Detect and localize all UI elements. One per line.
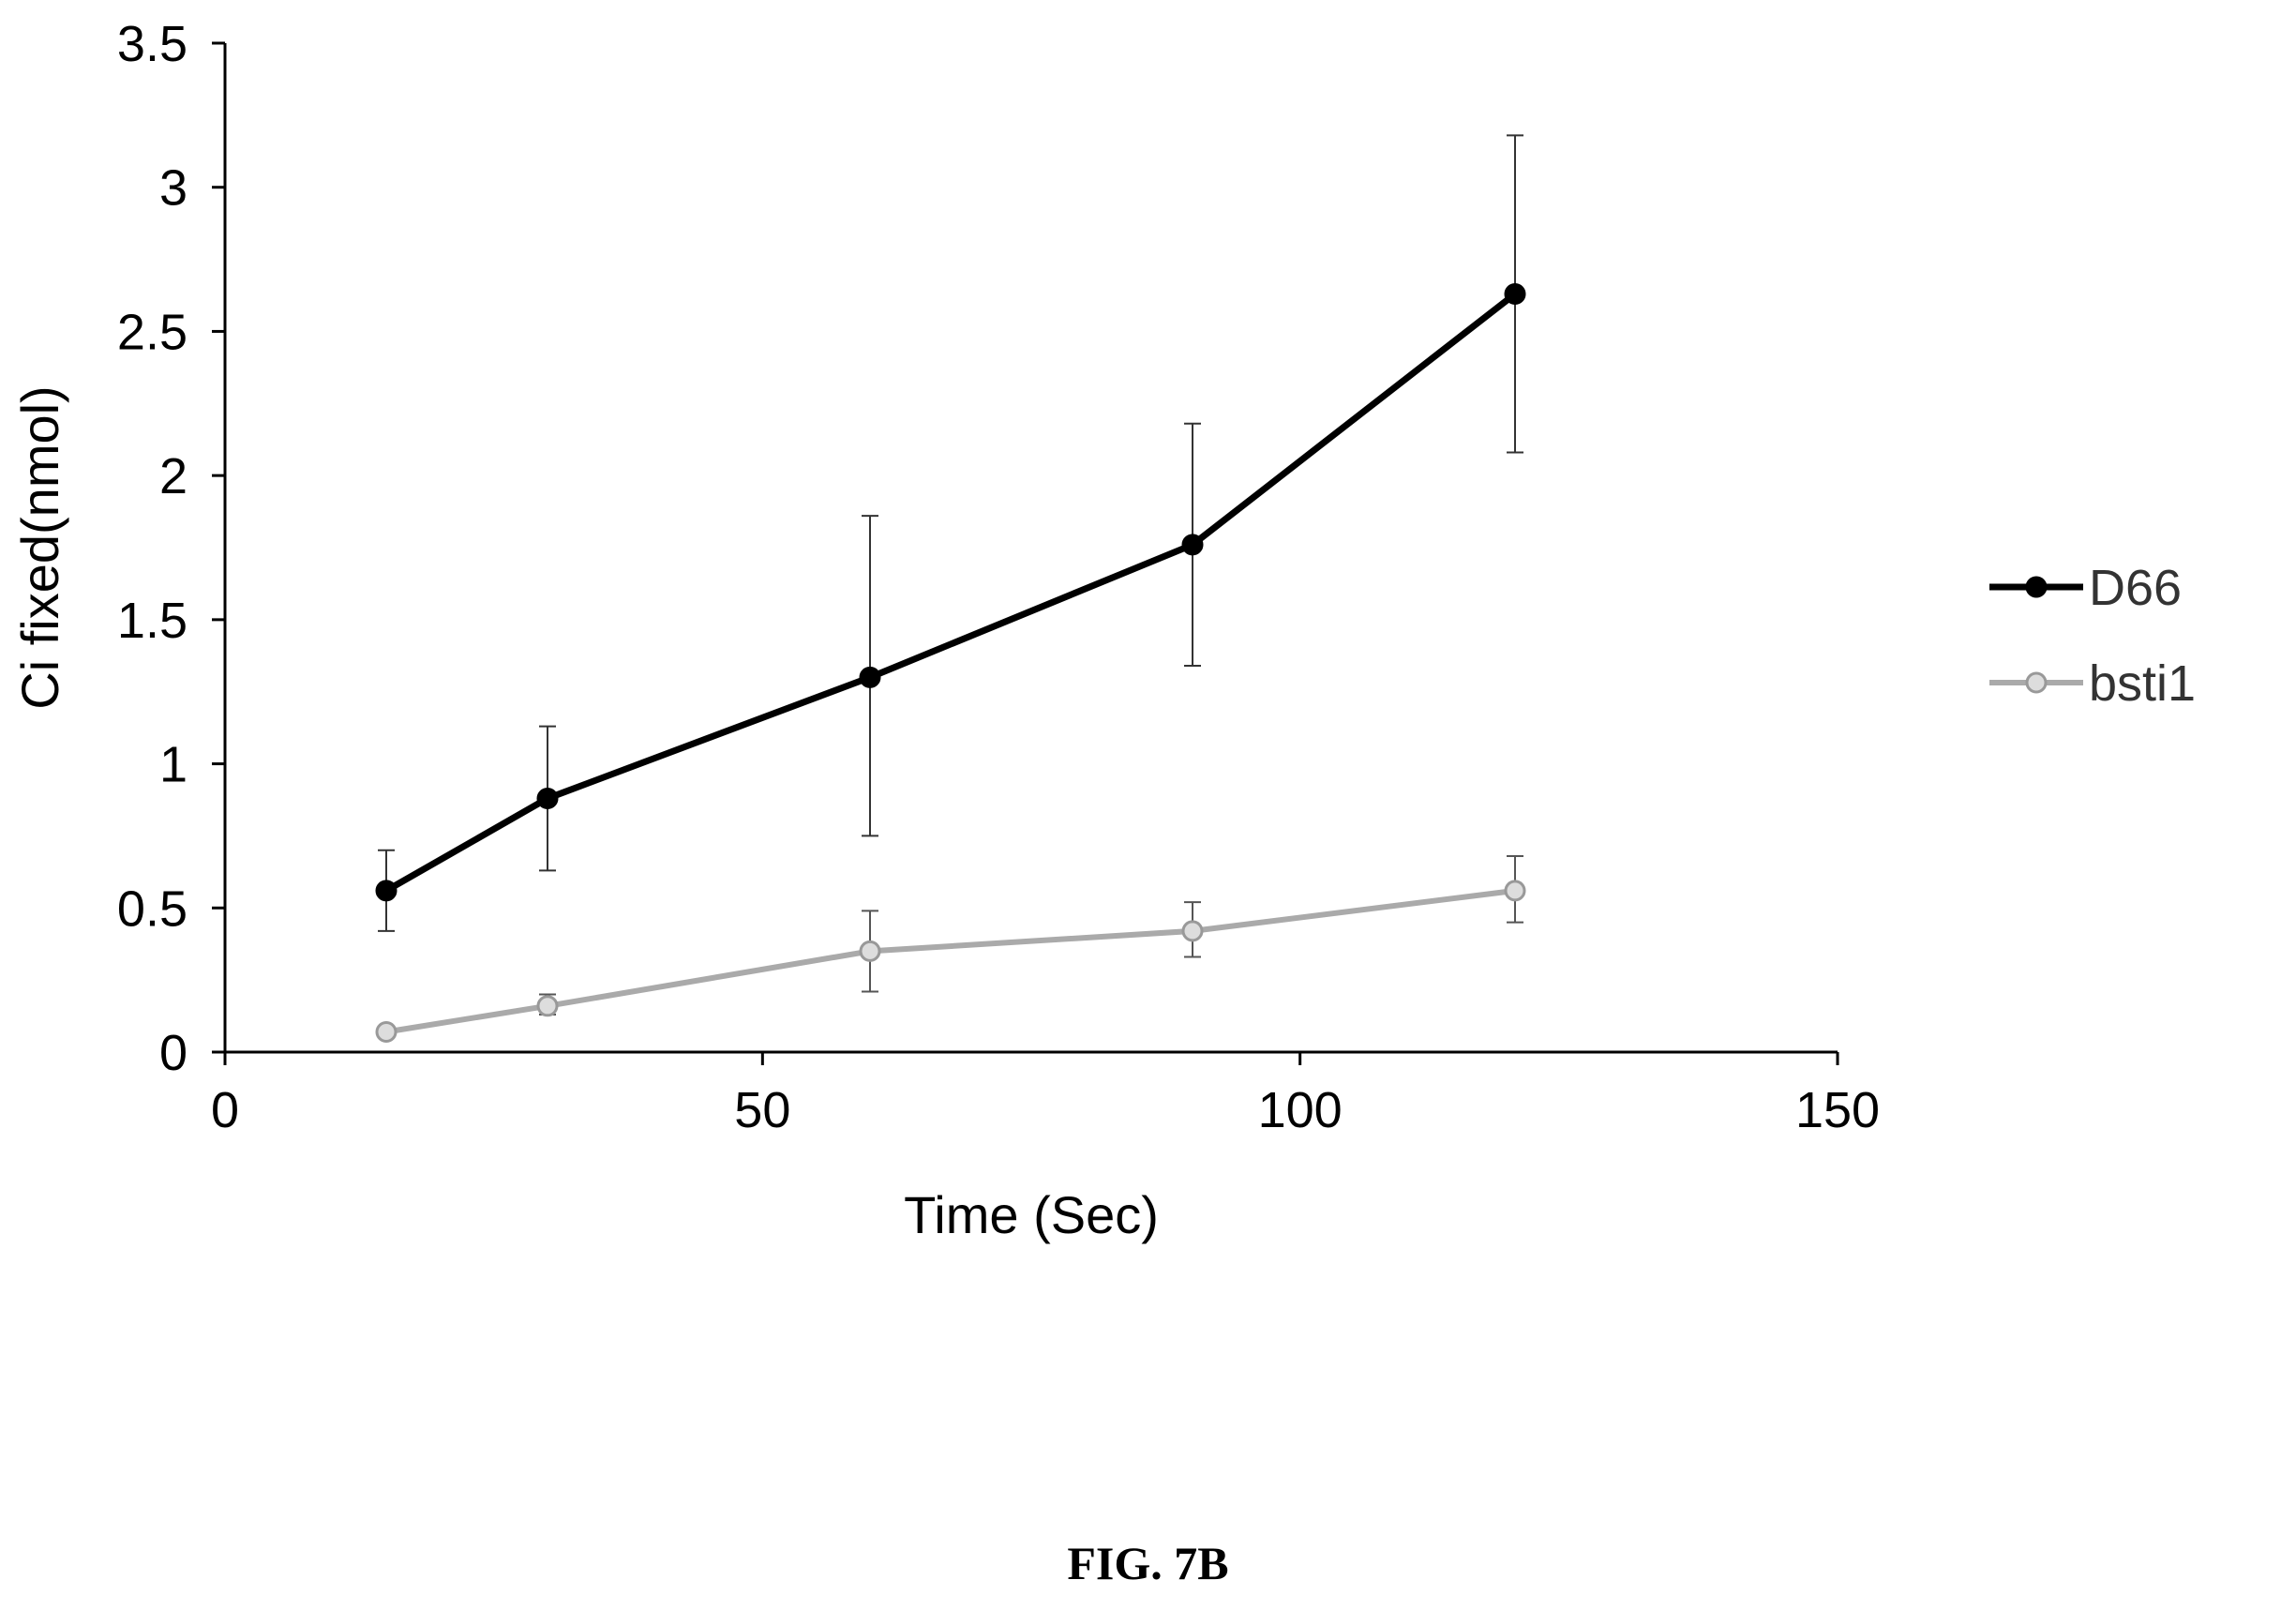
y-tick-label: 2.5: [117, 304, 188, 360]
data-point-bsti1: [859, 940, 881, 962]
x-tick-label: 50: [734, 1082, 790, 1138]
legend-label-bsti1: bsti1: [2089, 655, 2196, 712]
y-tick-label: 0.5: [117, 880, 188, 937]
x-tick-label: 150: [1795, 1082, 1880, 1138]
data-point-D66: [1504, 282, 1526, 305]
series-lines: [384, 291, 1518, 1035]
data-point-D66: [859, 666, 881, 688]
data-point-bsti1: [1181, 920, 1204, 942]
data-point-D66: [536, 787, 559, 809]
data-point-D66: [375, 880, 398, 902]
data-point-bsti1: [375, 1020, 398, 1043]
data-point-D66: [1181, 534, 1204, 556]
y-tick-label: 1.5: [117, 593, 188, 649]
x-tick-label: 0: [211, 1082, 239, 1138]
data-point-bsti1: [1504, 880, 1526, 902]
y-tick-label: 1: [159, 737, 188, 793]
y-tick-label: 2: [159, 448, 188, 504]
figure-caption: FIG. 7B: [1067, 1537, 1229, 1589]
data-point-bsti1: [536, 995, 559, 1017]
axes: [223, 43, 1838, 1054]
y-tick-label: 3.5: [117, 16, 188, 72]
ticks: 0 50 100 150 0 0.5 1 1.5 2 2.5 3 3.5: [117, 16, 1880, 1138]
y-tick-label: 0: [159, 1025, 188, 1081]
series-markers: [375, 282, 1526, 1043]
error-bars: [378, 134, 1523, 1016]
y-axis-title: Ci fixed(nmol): [10, 385, 69, 709]
legend: D66 bsti1: [1989, 560, 2196, 712]
legend-marker-D66: [2025, 576, 2048, 598]
y-tick-label: 3: [159, 160, 188, 217]
legend-label-D66: D66: [2089, 560, 2182, 616]
x-tick-label: 100: [1258, 1082, 1343, 1138]
x-axis-title: Time (Sec): [904, 1185, 1159, 1244]
legend-marker-bsti1: [2025, 671, 2048, 694]
